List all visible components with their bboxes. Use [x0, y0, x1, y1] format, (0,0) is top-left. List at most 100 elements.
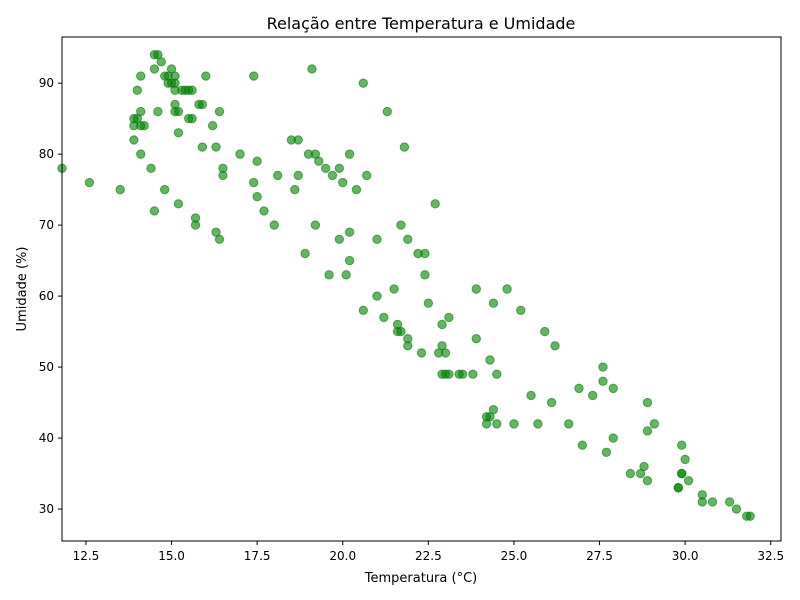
data-point-81	[351, 184, 362, 195]
data-point-53	[235, 149, 245, 159]
data-point-71	[320, 163, 331, 174]
data-point-84	[362, 170, 372, 181]
data-point-102	[423, 298, 434, 308]
data-point-133	[564, 419, 574, 429]
data-point-123	[492, 369, 502, 379]
y-axis: 30 40 50 60 70 80 90	[39, 76, 62, 516]
data-point-52	[218, 170, 228, 181]
data-point-129	[533, 419, 543, 429]
data-point-92	[396, 220, 406, 230]
data-point-128	[526, 390, 536, 401]
data-point-9	[136, 106, 146, 117]
data-point-139	[601, 447, 612, 457]
points-layer	[57, 50, 755, 521]
chart-title: Relação entre Temperatura e Umidade	[267, 14, 576, 33]
data-point-82	[358, 78, 368, 88]
data-point-32	[173, 128, 184, 138]
data-point-59	[269, 220, 279, 230]
data-point-58	[259, 206, 269, 216]
data-point-55	[249, 177, 259, 188]
data-point-135	[577, 440, 588, 450]
data-point-46	[207, 121, 218, 131]
data-point-70	[314, 156, 324, 166]
y-tick-label-6: 90	[39, 76, 54, 90]
data-point-141	[608, 433, 618, 443]
data-point-13	[146, 163, 156, 174]
data-point-5	[129, 135, 139, 145]
data-point-119	[485, 355, 495, 365]
data-point-145	[642, 397, 653, 408]
data-point-47	[211, 142, 221, 152]
data-point-93	[396, 326, 406, 337]
data-point-97	[403, 341, 413, 351]
data-point-31	[173, 106, 184, 117]
data-point-38	[187, 85, 197, 95]
data-point-105	[437, 319, 447, 330]
data-point-73	[327, 170, 338, 181]
data-point-60	[273, 170, 283, 181]
data-point-122	[488, 404, 499, 415]
data-point-80	[344, 255, 355, 266]
data-point-148	[649, 419, 660, 429]
data-point-101	[420, 270, 430, 280]
data-point-44	[197, 142, 208, 152]
data-point-108	[440, 348, 451, 358]
data-point-54	[249, 71, 259, 81]
data-point-150	[673, 483, 683, 493]
x-tick-label-6: 27.5	[586, 549, 613, 563]
data-point-154	[680, 454, 690, 465]
data-point-124	[492, 419, 502, 429]
data-point-151	[677, 440, 687, 450]
data-point-126	[509, 419, 519, 429]
data-point-62	[290, 184, 300, 195]
data-point-56	[252, 156, 262, 166]
data-point-94	[399, 142, 410, 152]
data-point-16	[149, 206, 160, 216]
data-point-131	[546, 397, 557, 408]
data-point-162	[745, 511, 755, 521]
data-point-146	[642, 426, 653, 436]
data-point-79	[344, 227, 355, 237]
data-point-63	[293, 135, 303, 145]
data-point-21	[160, 184, 170, 195]
x-tick-label-8: 32.5	[757, 549, 784, 563]
data-point-75	[334, 234, 345, 245]
x-tick-label-2: 17.5	[244, 549, 271, 563]
data-point-134	[574, 383, 584, 394]
data-point-158	[707, 497, 718, 507]
data-point-64	[293, 170, 303, 181]
data-point-87	[379, 312, 389, 323]
data-point-142	[625, 468, 636, 479]
data-point-114	[468, 369, 478, 379]
data-point-153	[677, 468, 687, 479]
data-point-103	[430, 199, 440, 209]
data-point-130	[540, 326, 550, 337]
data-point-159	[724, 497, 735, 507]
data-point-67	[307, 64, 317, 74]
data-point-100	[420, 248, 430, 259]
y-tick-label-1: 40	[39, 431, 54, 445]
data-point-65	[300, 248, 310, 259]
x-tick-label-4: 22.5	[415, 549, 442, 563]
data-point-115	[471, 284, 481, 294]
data-point-43	[197, 99, 208, 110]
x-tick-label-5: 25.0	[501, 549, 528, 563]
data-point-50	[214, 234, 225, 245]
data-point-99	[416, 348, 427, 358]
y-tick-label-3: 60	[39, 289, 54, 303]
data-point-74	[334, 163, 345, 174]
data-point-41	[190, 220, 201, 230]
data-point-19	[156, 57, 166, 67]
data-point-138	[598, 376, 608, 386]
data-point-78	[344, 149, 355, 159]
data-point-18	[153, 106, 163, 117]
data-point-39	[187, 113, 197, 124]
x-axis-label: Temperatura (°C)	[364, 571, 477, 586]
data-point-125	[502, 284, 512, 294]
data-point-85	[372, 234, 382, 245]
data-point-116	[471, 333, 481, 344]
data-point-15	[149, 64, 160, 74]
x-axis: 12.5 15.0 17.5 20.0 22.5 25.0 27.5 30.0 32.5	[73, 541, 784, 563]
